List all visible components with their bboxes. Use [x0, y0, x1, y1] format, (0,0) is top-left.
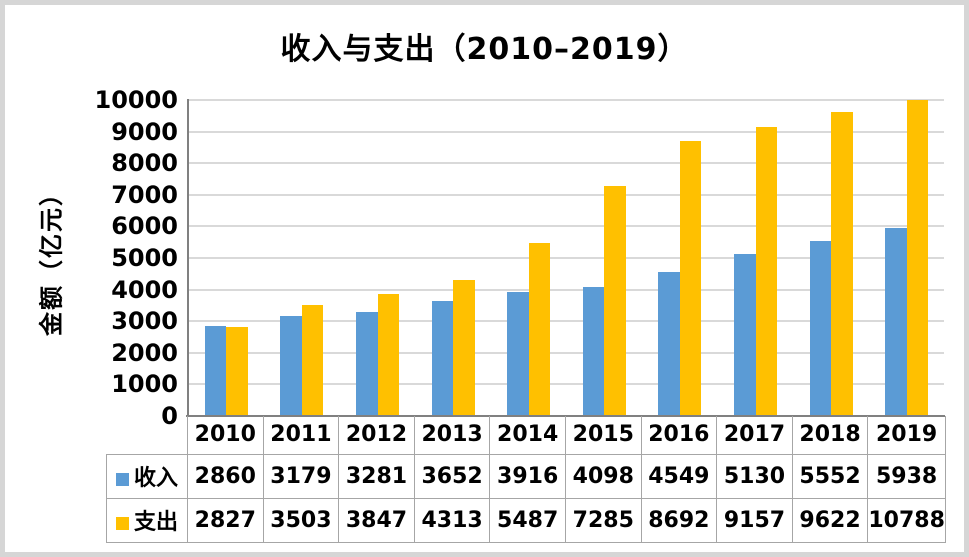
y-tick-label-4000: 4000 [111, 275, 178, 304]
bar-income-2011 [280, 315, 302, 416]
bar-income-2018 [809, 240, 832, 416]
chart-title: 收入与支出（2010–2019） [280, 32, 689, 67]
y-tick-label-1000: 1000 [111, 370, 178, 399]
series-label-income: 收入 [106, 453, 188, 499]
value-cell-expense-2014: 5487 [489, 497, 566, 543]
value-cell-income-2015: 4098 [564, 453, 642, 499]
bar-income-2014 [507, 292, 529, 416]
value-cell-income-2012: 3281 [338, 453, 415, 499]
value-cell-income-2016: 4549 [640, 453, 718, 499]
y-tick-label-10000: 10000 [94, 86, 179, 114]
value-cell-income-2010: 2860 [187, 453, 264, 499]
year-cell-2019: 2019 [867, 416, 946, 455]
y-tick-label-2000: 2000 [111, 338, 178, 367]
series-name-income: 收入 [133, 466, 178, 491]
bar-expense-2016 [679, 141, 702, 416]
bar-expense-2010 [226, 326, 248, 416]
gridline-5000 [188, 257, 944, 259]
bar-income-2013 [431, 300, 454, 416]
table-corner-blank [107, 416, 188, 454]
y-tick-label-5000: 5000 [111, 244, 178, 272]
bar-income-2016 [658, 272, 680, 416]
data-table: 2010 2011 2012 2013 2014 2015 2016 2017 2018 2019… [106, 416, 946, 543]
bar-income-2010 [204, 325, 227, 416]
y-tick-label-8000: 8000 [111, 149, 178, 178]
bar-income-2012 [356, 312, 378, 416]
year-cell-2015: 2015 [564, 416, 642, 455]
value-cell-income-2014: 3916 [489, 453, 566, 499]
bar-expense-2019 [906, 100, 929, 416]
bar-income-2017 [734, 253, 756, 416]
gridline-10000 [188, 99, 944, 101]
value-cell-expense-2012: 3847 [338, 497, 415, 543]
bar-expense-2014 [528, 242, 551, 416]
series-label-expense: 支出 [106, 497, 188, 543]
value-cell-expense-2018: 9622 [791, 497, 869, 543]
year-cell-2010: 2010 [187, 416, 264, 455]
gridline-8000 [188, 162, 944, 165]
plot-area [188, 99, 944, 416]
value-cell-expense-2013: 4313 [413, 497, 491, 543]
gridline-6000 [188, 225, 944, 228]
value-cell-income-2011: 3179 [262, 453, 340, 499]
value-cell-income-2019: 5938 [867, 453, 946, 499]
value-cell-expense-2019: 10788 [867, 497, 946, 543]
year-cell-2016: 2016 [640, 416, 718, 455]
y-tick-label-3000: 3000 [111, 307, 178, 336]
value-cell-income-2018: 5552 [791, 453, 869, 499]
value-cell-expense-2016: 8692 [640, 497, 718, 543]
year-cell-2018: 2018 [791, 416, 869, 455]
value-cell-expense-2011: 3503 [262, 497, 340, 543]
year-cell-2017: 2017 [716, 416, 793, 455]
y-tick-label-0: 0 [161, 402, 178, 430]
bar-income-2019 [885, 228, 907, 416]
legend-key-expense-icon [115, 517, 129, 530]
gridline-2000 [188, 351, 944, 354]
bar-expense-2015 [604, 185, 626, 416]
legend-key-income-icon [115, 473, 129, 486]
year-cell-2013: 2013 [413, 416, 491, 455]
bar-expense-2013 [453, 279, 475, 416]
year-cell-2011: 2011 [262, 416, 340, 455]
bar-income-2015 [582, 286, 605, 416]
gridline-9000 [188, 130, 944, 133]
y-tick-label-6000: 6000 [111, 212, 178, 241]
gridline-1000 [188, 383, 944, 386]
value-cell-expense-2017: 9157 [716, 497, 793, 543]
y-tick-label-9000: 9000 [111, 117, 178, 146]
value-cell-expense-2015: 7285 [564, 497, 642, 543]
year-cell-2014: 2014 [489, 416, 566, 455]
value-cell-income-2013: 3652 [413, 453, 491, 499]
bar-expense-2018 [831, 111, 853, 416]
gridline-3000 [188, 320, 944, 323]
y-tick-label-7000: 7000 [111, 180, 178, 209]
bar-expense-2011 [301, 305, 324, 416]
bar-expense-2017 [755, 126, 777, 416]
y-axis-title: 金额（亿元） [37, 180, 66, 336]
y-axis-line [187, 99, 189, 417]
bar-expense-2012 [377, 294, 399, 416]
year-cell-2012: 2012 [338, 416, 415, 455]
series-name-expense: 支出 [133, 510, 178, 535]
value-cell-income-2017: 5130 [716, 453, 793, 499]
gridline-7000 [188, 193, 944, 196]
value-cell-expense-2010: 2827 [187, 497, 264, 543]
gridline-4000 [188, 288, 944, 291]
